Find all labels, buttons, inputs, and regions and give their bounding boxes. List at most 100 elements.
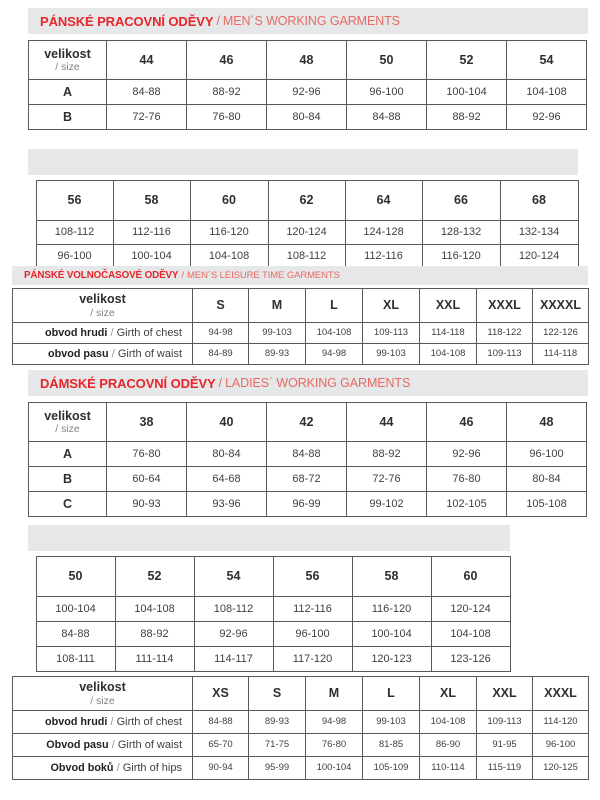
table-row: 100-104 104-108 108-112 112-116 116-120 … xyxy=(28,596,511,622)
measurement-cell: 84-88 xyxy=(346,104,427,130)
size-sublabel: / size xyxy=(90,694,115,707)
section-header-mens-working: PÁNSKÉ PRACOVNÍ ODĚVY / MEN´S WORKING GA… xyxy=(28,8,588,34)
size-sublabel: / size xyxy=(55,61,80,74)
measurement-cell: 88-92 xyxy=(426,104,507,130)
header-cell-size: 50 xyxy=(35,556,116,597)
measurement-cell: 65-70 xyxy=(192,733,249,757)
header-cell-size: 54 xyxy=(193,556,274,597)
measurement-cell: 84-88 xyxy=(266,441,347,467)
measurement-cell: 120-124 xyxy=(430,596,511,622)
section-header-mens-working-continued xyxy=(28,149,578,175)
measurement-cell: 71-75 xyxy=(248,733,306,757)
header-cell-size: M xyxy=(248,288,306,323)
measurement-cell: 99-102 xyxy=(346,491,427,517)
measurement-cell: 84-89 xyxy=(192,343,249,365)
measurement-cell: 99-103 xyxy=(362,343,420,365)
row-label-cz: obvod hrudi xyxy=(45,715,108,728)
measurement-cell: 68-72 xyxy=(266,466,347,492)
measurement-cell: 104-108 xyxy=(419,710,477,734)
measurement-cell: 84-88 xyxy=(106,79,187,105)
header-cell-size: 56 xyxy=(35,180,114,221)
section-header-cz: PÁNSKÉ VOLNOČASOVÉ ODĚVY xyxy=(24,270,179,281)
header-cell-size: 52 xyxy=(426,40,507,80)
header-cell-size: XXL xyxy=(476,676,533,711)
header-cell-size: XXL xyxy=(419,288,477,323)
measurement-cell: 105-109 xyxy=(362,756,420,780)
measurement-cell: 60-64 xyxy=(106,466,187,492)
row-label-measurement: Obvod pasu / Girth of waist xyxy=(12,733,193,757)
section-header-en: MEN´S LEISURE TIME GARMENTS xyxy=(187,270,340,281)
size-sublabel: / size xyxy=(55,423,80,436)
table-row: A 76-80 80-84 84-88 88-92 92-96 96-100 xyxy=(28,441,587,467)
measurement-cell: 109-113 xyxy=(476,710,533,734)
header-cell-size: 40 xyxy=(186,402,267,442)
header-cell-velikost: velikost / size xyxy=(12,676,193,711)
header-cell-size: XL xyxy=(362,288,420,323)
header-cell-size: 68 xyxy=(499,180,579,221)
measurement-cell: 115-119 xyxy=(476,756,533,780)
row-label-en: Girth of waist xyxy=(117,347,182,360)
measurement-cell: 116-120 xyxy=(351,596,432,622)
header-cell-size: 44 xyxy=(346,402,427,442)
table-row: C 90-93 93-96 96-99 99-102 102-105 105-1… xyxy=(28,491,587,517)
measurement-cell: 114-118 xyxy=(532,343,589,365)
stub-cell xyxy=(28,220,37,245)
table-row: B 60-64 64-68 68-72 72-76 76-80 80-84 xyxy=(28,466,587,492)
measurement-cell: 117-120 xyxy=(272,646,353,672)
table-row: 84-88 88-92 92-96 96-100 100-104 104-108 xyxy=(28,621,511,647)
measurement-cell: 108-112 xyxy=(193,596,274,622)
row-label: A xyxy=(28,79,107,105)
measurement-cell: 84-88 xyxy=(192,710,249,734)
table-row: Obvod boků / Girth of hips 90-94 95-99 1… xyxy=(12,756,589,780)
header-cell-velikost: velikost / size xyxy=(28,40,107,80)
stub-cell xyxy=(28,180,37,221)
row-label-measurement: obvod hrudi / Girth of chest xyxy=(12,710,193,734)
measurement-cell: 100-104 xyxy=(305,756,363,780)
measurement-cell: 105-108 xyxy=(506,491,587,517)
section-header-ladies-working-continued xyxy=(28,525,510,551)
measurement-cell: 64-68 xyxy=(186,466,267,492)
table-ladies-working-sizes-50-60: 50 52 54 56 58 60 100-104 104-108 108-11… xyxy=(28,556,511,672)
header-cell-size: M xyxy=(305,676,363,711)
measurement-cell: 124-128 xyxy=(344,220,423,245)
header-cell-size: 66 xyxy=(421,180,501,221)
table-row: 96-100 100-104 104-108 108-112 112-116 1… xyxy=(28,244,579,269)
row-label-cz: obvod hrudi xyxy=(45,326,108,339)
measurement-cell: 90-93 xyxy=(106,491,187,517)
header-cell-size: 60 xyxy=(430,556,511,597)
measurement-cell: 104-108 xyxy=(305,322,363,344)
measurement-cell: 112-116 xyxy=(112,220,191,245)
measurement-cell: 76-80 xyxy=(186,104,267,130)
table-row: 108-111 111-114 114-117 117-120 120-123 … xyxy=(28,646,511,672)
stub-cell xyxy=(28,596,37,622)
section-header-separator: / xyxy=(216,14,220,28)
measurement-cell: 111-114 xyxy=(114,646,195,672)
measurement-cell: 112-116 xyxy=(344,244,423,269)
measurement-cell: 116-120 xyxy=(421,244,501,269)
measurement-cell: 120-124 xyxy=(499,244,579,269)
velikost-label: velikost xyxy=(44,408,91,423)
header-cell-size: S xyxy=(248,676,306,711)
row-label: B xyxy=(28,466,107,492)
measurement-cell: 92-96 xyxy=(506,104,587,130)
header-cell-size: 58 xyxy=(351,556,432,597)
section-header-mens-leisure: PÁNSKÉ VOLNOČASOVÉ ODĚVY / MEN´S LEISURE… xyxy=(12,266,588,285)
header-cell-size: XL xyxy=(419,676,477,711)
stub-cell xyxy=(28,621,37,647)
measurement-cell: 92-96 xyxy=(266,79,347,105)
measurement-cell: 81-85 xyxy=(362,733,420,757)
measurement-cell: 94-98 xyxy=(192,322,249,344)
measurement-cell: 88-92 xyxy=(346,441,427,467)
header-cell-size: 64 xyxy=(344,180,423,221)
row-label: A xyxy=(28,441,107,467)
measurement-cell: 96-100 xyxy=(532,733,589,757)
header-cell-size: 62 xyxy=(267,180,346,221)
measurement-cell: 91-95 xyxy=(476,733,533,757)
measurement-cell: 109-113 xyxy=(476,343,533,365)
measurement-cell: 114-118 xyxy=(419,322,477,344)
header-cell-size: S xyxy=(192,288,249,323)
stub-cell xyxy=(28,646,37,672)
measurement-cell: 88-92 xyxy=(114,621,195,647)
row-label-en: Girth of chest xyxy=(116,326,182,339)
measurement-cell: 96-100 xyxy=(35,244,114,269)
